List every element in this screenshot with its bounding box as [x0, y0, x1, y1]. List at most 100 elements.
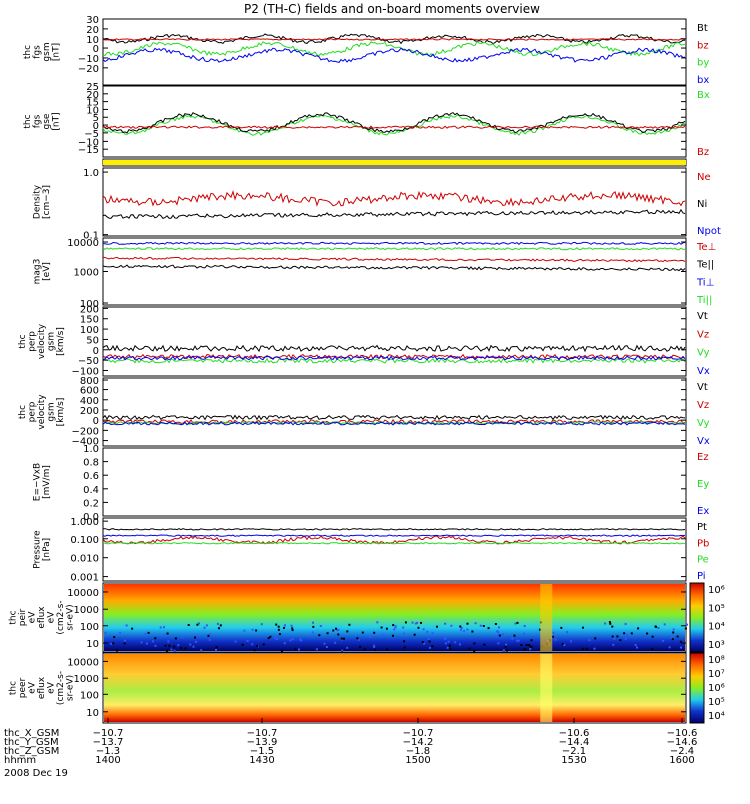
y-axis-label-line: thc [18, 334, 28, 348]
spectrogram-noise [104, 631, 107, 634]
spectrogram-noise [502, 649, 505, 652]
spectrogram-noise [483, 643, 486, 646]
spectrogram-noise [471, 630, 474, 633]
spectrogram-noise [427, 638, 430, 641]
spectrogram-noise [154, 637, 157, 640]
legend-entry: Pe [697, 555, 709, 566]
spectrogram-noise [110, 642, 113, 645]
spectrogram-noise [506, 649, 508, 652]
colorbar-label: 10⁸ [708, 655, 725, 666]
spectrogram-noise [517, 639, 520, 642]
spectrogram-noise [363, 648, 366, 651]
y-tick-label: 1.0 [83, 168, 99, 179]
spectrogram-noise [164, 644, 167, 647]
spectrogram-noise [679, 640, 682, 643]
y-tick-label: −200 [72, 426, 99, 437]
y-axis-label-line: [nPa] [42, 538, 52, 561]
y-axis-label-line: Density [32, 184, 42, 219]
y-tick-label: 0 [93, 346, 99, 357]
spectrogram-noise [447, 640, 450, 643]
y-axis-label-line: [km/s] [56, 327, 66, 356]
legend-entry: Bz [697, 147, 709, 158]
spectrogram-noise [181, 636, 184, 639]
y-tick-label: 10 [86, 708, 99, 719]
trace-4 [102, 355, 686, 361]
spectrogram-noise [513, 634, 516, 637]
spectrogram-noise [392, 624, 395, 627]
spectrogram-noise [416, 621, 419, 624]
spectrogram-noise [446, 646, 449, 649]
y-tick-label: 0 [93, 416, 99, 427]
x-tick-label: −2.1 [562, 746, 586, 757]
panel-frame [102, 447, 687, 517]
x-tick-label: −13.7 [93, 737, 124, 748]
spectrogram-noise [376, 621, 379, 624]
spectrogram-noise [154, 644, 157, 647]
spectrogram-noise [636, 646, 638, 649]
panel-5: 10000 1000 100 mag3 [eV] Te⊥ Te|| Ti⊥ Ti|| [32, 237, 716, 310]
y-axis-label-line: (cm2-s- [56, 671, 66, 705]
spectrogram-noise [145, 642, 148, 645]
spectrogram-noise [414, 622, 417, 625]
spectrogram-noise [454, 641, 457, 644]
y-axis-label-line: sr-eV) [66, 604, 76, 630]
spectrogram-noise [428, 646, 431, 649]
y-axis-label-line: [mV/m] [42, 465, 52, 499]
spectrogram-noise [672, 631, 675, 634]
spectrogram-noise [394, 625, 397, 628]
y-tick-label: 1.0 [83, 444, 99, 455]
spectrogram-noise [246, 639, 249, 642]
trace-1 [102, 344, 686, 353]
spectrogram-noise [209, 633, 212, 636]
spectrogram-noise [163, 634, 165, 637]
y-axis-label-line: [nT] [51, 112, 61, 130]
spectrogram-noise [448, 644, 451, 647]
spectrogram-noise [373, 631, 376, 634]
trace-3 [102, 40, 686, 57]
spectrogram-noise [173, 649, 176, 652]
panel-4: 1.0 0.1 Density [cm−3] Ne Ni Npot [32, 167, 721, 242]
panel-3 [102, 158, 687, 167]
spectrogram-noise [473, 642, 476, 645]
spectrogram-noise [402, 632, 405, 635]
x-tick-label: −1.8 [406, 746, 430, 757]
y-tick-label: 25 [86, 82, 99, 93]
y-tick-label: 100 [80, 299, 99, 310]
spectrogram-noise [529, 648, 532, 651]
y-axis-label-line: sr-eV) [66, 675, 76, 701]
spectrogram-noise [253, 649, 256, 652]
spectrogram-noise [403, 646, 406, 649]
colorbar-label: 10³ [708, 640, 725, 651]
spectrogram-noise [624, 637, 627, 640]
spectrogram-noise [402, 626, 405, 629]
y-tick-label: 200 [80, 304, 99, 315]
spectrogram-noise [431, 645, 434, 648]
legend-entry: Vz [697, 400, 709, 411]
spectrogram-noise [189, 643, 192, 646]
x-tick-label: −14.6 [667, 737, 698, 748]
y-axis-label-line: gsm [47, 332, 57, 351]
y-tick-label: 100 [80, 622, 99, 633]
spectrogram-noise [494, 623, 497, 625]
spectrogram-noise [386, 648, 388, 651]
y-tick-label: 5 [93, 113, 99, 124]
spectrogram-noise [312, 621, 314, 624]
spectrogram-noise [554, 638, 557, 641]
spectrogram-noise [581, 647, 584, 650]
y-axis-label-line: fgs [32, 45, 42, 59]
y-axis-label-line: eflux [37, 676, 47, 699]
spectrogram-noise [504, 645, 507, 648]
plot-title: P2 (TH-C) fields and on-board moments ov… [244, 2, 540, 16]
legend-entry: Bt [697, 23, 708, 34]
spectrogram-noise [523, 648, 526, 651]
panel-frame [102, 582, 687, 653]
y-tick-label: 0.4 [83, 485, 99, 496]
spectrogram-noise [123, 642, 126, 645]
spectrogram-noise [291, 629, 294, 632]
spectrogram-noise [560, 626, 563, 629]
spectrogram-noise [498, 626, 500, 629]
y-tick-label: −50 [78, 356, 99, 367]
spectrogram-noise [187, 624, 190, 626]
spectrogram-noise [473, 649, 476, 652]
